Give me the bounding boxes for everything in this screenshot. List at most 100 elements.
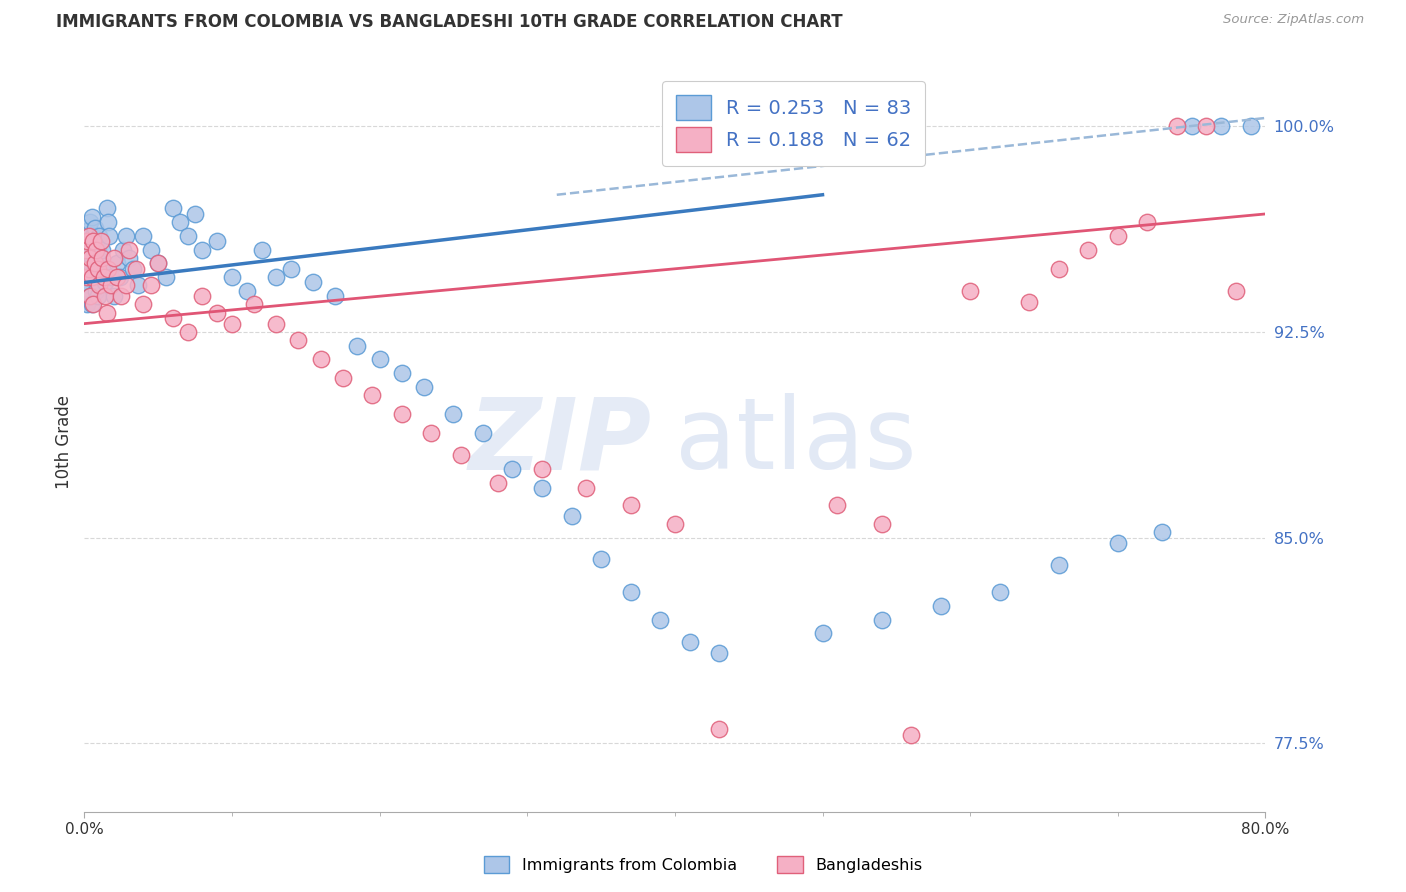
Point xyxy=(82,297,104,311)
Point xyxy=(84,243,107,257)
Point xyxy=(83,261,105,276)
Point xyxy=(76,270,98,285)
Point xyxy=(132,297,155,311)
Point xyxy=(76,228,98,243)
Point xyxy=(1107,536,1129,550)
Point xyxy=(391,366,413,380)
Point xyxy=(1240,119,1263,133)
Point xyxy=(619,585,641,599)
Point xyxy=(103,251,125,265)
Point xyxy=(80,251,103,265)
Point xyxy=(413,380,436,394)
Point xyxy=(75,235,97,249)
Point xyxy=(988,585,1011,599)
Point xyxy=(1181,119,1204,133)
Point xyxy=(82,235,104,249)
Point xyxy=(811,626,834,640)
Point xyxy=(486,475,509,490)
Point xyxy=(89,278,111,293)
Point xyxy=(82,228,104,243)
Point xyxy=(82,270,104,285)
Point xyxy=(118,251,141,265)
Point xyxy=(108,270,131,285)
Point xyxy=(111,243,134,257)
Point xyxy=(678,634,700,648)
Text: atlas: atlas xyxy=(675,393,917,490)
Point xyxy=(472,426,495,441)
Point xyxy=(184,207,207,221)
Point xyxy=(264,317,288,331)
Point xyxy=(75,248,97,262)
Point xyxy=(139,243,162,257)
Point xyxy=(709,723,731,737)
Point xyxy=(80,297,103,311)
Point xyxy=(280,261,302,276)
Point xyxy=(870,613,893,627)
Point xyxy=(155,270,177,285)
Point xyxy=(591,552,613,566)
Point xyxy=(148,256,170,270)
Point xyxy=(114,278,136,293)
Point xyxy=(191,243,214,257)
Point xyxy=(1195,119,1218,133)
Point xyxy=(94,289,117,303)
Point xyxy=(97,261,120,276)
Point xyxy=(84,284,107,298)
Point xyxy=(77,228,100,243)
Point xyxy=(148,256,170,270)
Point xyxy=(530,462,553,476)
Legend: Immigrants from Colombia, Bangladeshis: Immigrants from Colombia, Bangladeshis xyxy=(477,849,929,880)
Point xyxy=(205,235,228,249)
Text: IMMIGRANTS FROM COLOMBIA VS BANGLADESHI 10TH GRADE CORRELATION CHART: IMMIGRANTS FROM COLOMBIA VS BANGLADESHI … xyxy=(56,13,842,31)
Point xyxy=(75,243,97,257)
Point xyxy=(79,289,101,303)
Y-axis label: 10th Grade: 10th Grade xyxy=(55,394,73,489)
Point xyxy=(250,243,273,257)
Point xyxy=(221,317,243,331)
Point xyxy=(391,407,413,421)
Point xyxy=(94,276,117,290)
Point xyxy=(76,297,98,311)
Point xyxy=(287,333,309,347)
Point xyxy=(959,284,981,298)
Point xyxy=(1150,524,1173,539)
Point xyxy=(76,284,98,298)
Point xyxy=(302,276,325,290)
Point xyxy=(77,278,100,293)
Point xyxy=(827,498,849,512)
Point xyxy=(110,289,132,303)
Point xyxy=(77,223,100,237)
Point xyxy=(84,235,107,249)
Point xyxy=(79,256,101,270)
Point xyxy=(76,235,98,249)
Text: Source: ZipAtlas.com: Source: ZipAtlas.com xyxy=(1223,13,1364,27)
Point xyxy=(1166,119,1188,133)
Point xyxy=(169,215,191,229)
Point xyxy=(929,599,952,613)
Point xyxy=(118,243,141,257)
Point xyxy=(560,508,583,523)
Point xyxy=(125,261,148,276)
Point xyxy=(93,261,115,276)
Point xyxy=(97,215,120,229)
Point xyxy=(75,261,97,276)
Point xyxy=(236,284,259,298)
Point xyxy=(1136,215,1159,229)
Point xyxy=(450,448,472,462)
Point xyxy=(368,352,391,367)
Point xyxy=(139,278,162,293)
Point xyxy=(89,278,111,293)
Point xyxy=(77,237,100,252)
Point xyxy=(100,270,122,285)
Point xyxy=(91,243,114,257)
Point xyxy=(530,481,553,495)
Point xyxy=(205,306,228,320)
Point xyxy=(870,516,893,531)
Point xyxy=(80,210,103,224)
Point xyxy=(1225,284,1247,298)
Point xyxy=(79,289,101,303)
Point xyxy=(90,235,112,249)
Point xyxy=(77,261,100,276)
Point xyxy=(177,228,200,243)
Point xyxy=(191,289,214,303)
